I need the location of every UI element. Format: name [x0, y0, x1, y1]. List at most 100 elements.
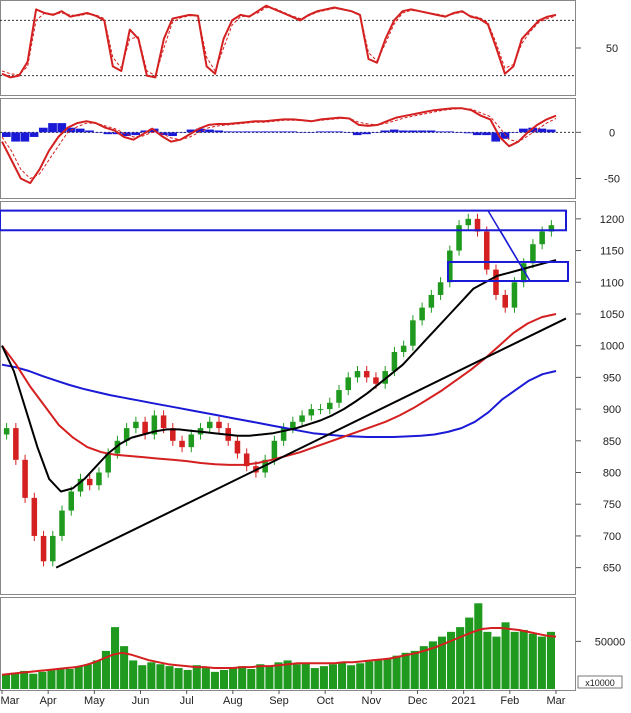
volume-bar: [483, 631, 492, 689]
macd-histogram-bar: [186, 129, 196, 133]
volume-bar: [392, 655, 401, 689]
month-label: Mar: [547, 695, 566, 707]
candle-body: [410, 320, 416, 346]
macd-histogram-bar: [528, 127, 538, 133]
macd-histogram-bar: [38, 127, 48, 133]
candle-body: [290, 421, 296, 429]
candle-body: [511, 282, 518, 308]
month-label: Oct: [317, 695, 334, 707]
candle-body: [280, 428, 287, 441]
month-label: Sep: [269, 695, 289, 707]
macd-histogram-bar: [214, 130, 224, 133]
macd-histogram-bar: [232, 131, 242, 133]
macd-histogram-bar: [269, 131, 279, 133]
macd-histogram-bar: [500, 132, 510, 139]
price-tick-label: 900: [603, 404, 621, 416]
macd-histogram-bar: [279, 131, 288, 133]
macd-histogram-bar: [435, 131, 445, 133]
candle-body: [327, 402, 333, 410]
volume-bar: [274, 662, 283, 689]
volume-bar: [447, 631, 456, 689]
candle-body: [428, 294, 435, 308]
candle-body: [77, 478, 84, 492]
volume-bar: [338, 662, 347, 689]
volume-bar: [156, 664, 165, 689]
price-tick-label: 750: [603, 499, 621, 511]
candle-body: [391, 352, 398, 372]
volume-bar: [328, 664, 338, 689]
volume-bar: [537, 636, 546, 689]
month-label: Feb: [500, 695, 519, 707]
volume-bar: [110, 627, 120, 689]
candle-body: [502, 294, 508, 308]
volume-bar: [383, 658, 392, 689]
volume-bar: [247, 669, 256, 689]
candle-body: [354, 371, 361, 378]
month-label: Mar: [1, 695, 20, 707]
macd-histogram-bar: [519, 128, 528, 133]
month-label: Nov: [362, 695, 382, 707]
candle-body: [216, 421, 222, 429]
volume-bar: [428, 641, 437, 689]
macd-histogram-bar: [352, 132, 362, 136]
macd-histogram-bar: [408, 130, 417, 133]
macd-histogram-bar: [537, 128, 547, 133]
volume-bar: [546, 631, 555, 689]
stochastic-d-line: [1, 7, 557, 77]
candle-body: [22, 459, 28, 498]
volume-bars: [2, 603, 555, 689]
macd-histogram-bar: [491, 132, 501, 142]
candle-body: [86, 478, 93, 486]
candle-body: [419, 307, 425, 321]
macd-line: [1, 107, 557, 185]
volume-bar: [20, 670, 29, 689]
volume-bar: [510, 631, 519, 689]
candle-body: [59, 510, 65, 536]
volume-bar: [219, 669, 229, 689]
macd-histogram-bar: [445, 131, 454, 133]
macd-histogram-bar: [343, 132, 353, 133]
candle-body: [243, 453, 250, 467]
volume-bar: [419, 646, 428, 689]
volume-ma-line: [1, 627, 557, 676]
volume-bar: [174, 668, 183, 689]
volume-bar: [374, 660, 383, 689]
candle-body: [437, 282, 444, 295]
candle-body: [336, 390, 342, 403]
macd-panel: [0, 98, 576, 199]
volume-bar: [83, 664, 92, 689]
macd-histogram-bar: [472, 132, 482, 136]
volume-bar: [11, 672, 20, 689]
volume-bar: [201, 668, 210, 689]
volume-bar: [465, 617, 474, 689]
candle-body: [68, 491, 75, 511]
resistance-box: [0, 209, 567, 232]
stochastic-panel: [0, 0, 576, 96]
candle-body: [465, 218, 472, 226]
volume-bar: [519, 629, 528, 689]
candle-body: [317, 409, 324, 411]
candle-body: [123, 428, 130, 441]
stochastic-k-line: [1, 4, 557, 79]
candle-body: [548, 225, 555, 232]
volume-bar: [210, 671, 219, 689]
price-tick-label: 700: [603, 531, 621, 543]
month-label: Jul: [180, 695, 194, 707]
candle-body: [151, 415, 158, 435]
macd-histogram-bar: [205, 129, 214, 133]
volume-bar: [265, 666, 274, 689]
volume-bar: [29, 673, 38, 689]
month-label: 2021: [451, 695, 475, 707]
volume-bar: [319, 666, 328, 689]
macd-histogram-bar: [399, 130, 408, 133]
volume-panel: [0, 597, 576, 691]
macd-histogram-bar: [195, 128, 205, 133]
volume-bar: [2, 674, 11, 689]
volume-bar: [347, 665, 356, 689]
macd-histogram-bar: [546, 129, 556, 133]
macd-histogram-bar: [251, 131, 261, 133]
macd-histogram-bar: [85, 130, 94, 133]
volume-bar: [147, 662, 156, 689]
resistance-boxes: [0, 209, 569, 283]
price-tick-label: 1150: [600, 246, 624, 258]
